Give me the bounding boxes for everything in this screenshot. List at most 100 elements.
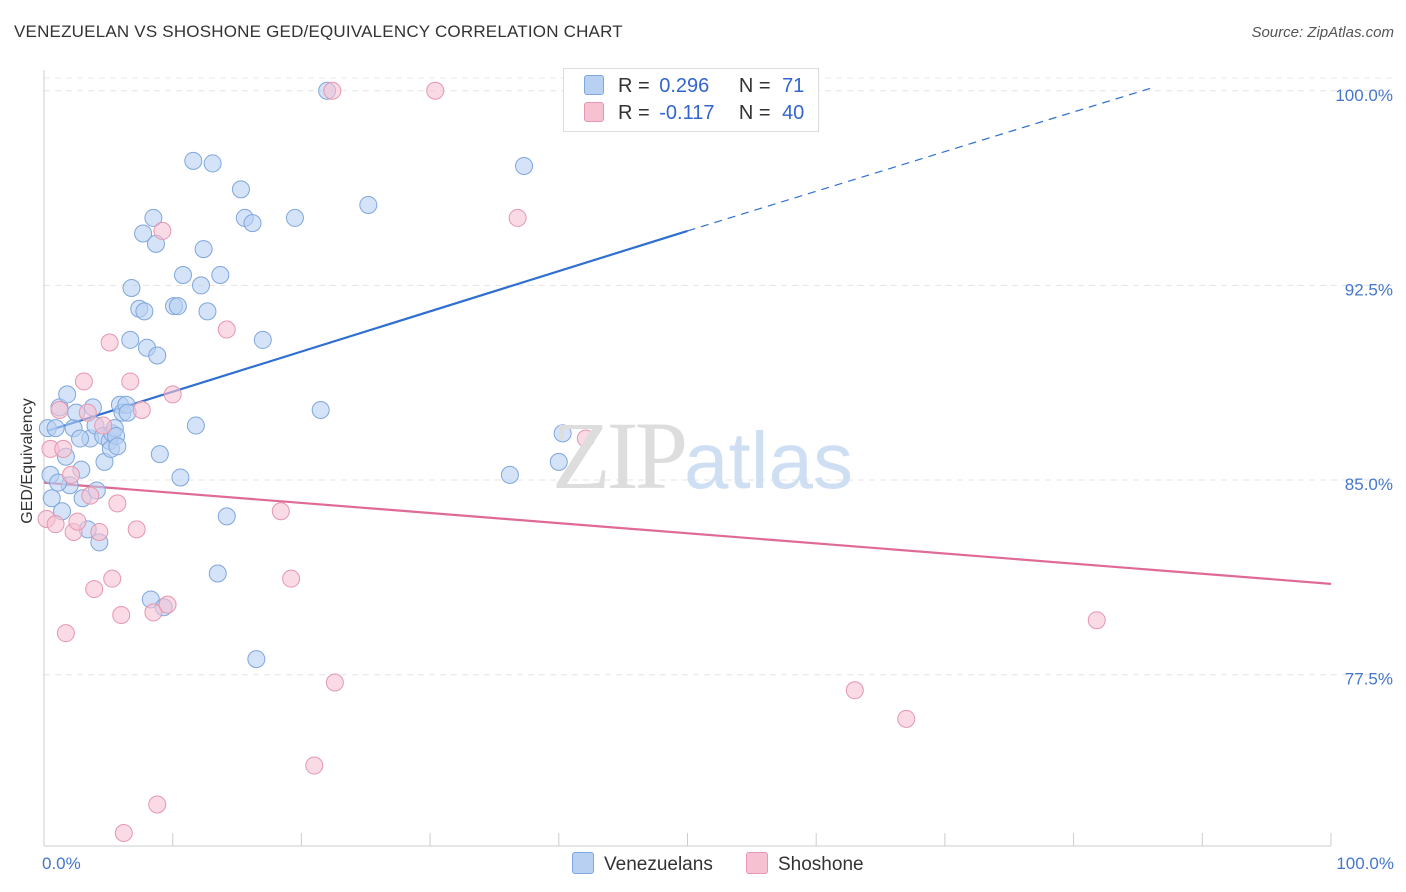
venezuelan-point [168, 297, 187, 316]
source-credit: Source: ZipAtlas.com [1251, 24, 1394, 41]
shoshone-point [325, 673, 344, 692]
shoshone-point [153, 221, 172, 240]
x-tick-label-min: 0.0% [42, 854, 81, 873]
shoshone-point [81, 486, 100, 505]
venezuelan-point [553, 424, 572, 443]
venezuelan-point [184, 151, 203, 170]
bottom-legend-swatch-venezuelans [572, 852, 594, 874]
venezuelan-point [359, 195, 378, 214]
venezuelan-point [198, 302, 217, 321]
shoshone-point [56, 624, 75, 643]
venezuelan-trend-extension [687, 87, 1151, 232]
legend-swatch-venezuelans [584, 75, 604, 95]
shoshone-point [46, 515, 65, 534]
legend-r-value-shoshone: -0.117 [659, 102, 715, 124]
legend-row-shoshone: R = -0.117 N = 40 [584, 102, 804, 126]
venezuelan-point [549, 452, 568, 471]
legend-n-label: N = [738, 75, 771, 97]
venezuelan-point [500, 465, 519, 484]
shoshone-point [62, 465, 81, 484]
venezuelan-point [122, 279, 141, 298]
venezuelan-point [108, 437, 127, 456]
venezuelan-point [311, 400, 330, 419]
shoshone-point [132, 400, 151, 419]
shoshone-point [100, 333, 119, 352]
shoshone-point [68, 512, 87, 531]
venezuelan-point [217, 507, 236, 526]
bottom-legend-label-shoshone: Shoshone [778, 854, 864, 875]
venezuelan-point [253, 330, 272, 349]
tick-labels: 100.0% 92.5% 85.0% 77.5% 0.0% 100.0% [42, 86, 1394, 873]
watermark-atlas: atlas [684, 416, 853, 505]
venezuelan-point [42, 489, 61, 508]
shoshone-point [217, 320, 236, 339]
venezuelan-point [285, 208, 304, 227]
gridlines [44, 77, 1392, 676]
shoshone-point [282, 569, 301, 588]
shoshone-point [85, 580, 104, 599]
venezuelan-point [144, 208, 163, 227]
shoshone-point [845, 681, 864, 700]
venezuelan-point [231, 180, 250, 199]
y-axis-title: GED/Equivalency [19, 398, 36, 523]
legend-r-label: R = [618, 75, 650, 97]
venezuelan-point [211, 266, 230, 285]
y-tick-label: 92.5% [1345, 280, 1393, 299]
venezuelan-point [148, 346, 167, 365]
venezuelan-point [171, 468, 190, 487]
y-tick-label: 100.0% [1335, 86, 1393, 105]
shoshone-point [508, 208, 527, 227]
data-points [37, 81, 1106, 843]
shoshone-point [144, 603, 163, 622]
y-tick-label: 77.5% [1345, 670, 1393, 689]
shoshone-point [426, 81, 445, 100]
venezuelan-point [208, 564, 227, 583]
shoshone-point [74, 372, 93, 391]
venezuelan-point [247, 650, 266, 669]
shoshone-point [148, 795, 167, 814]
shoshone-point [271, 502, 290, 521]
legend-r-value-venezuelans: 0.296 [659, 75, 710, 97]
chart-title: VENEZUELAN VS SHOSHONE GED/EQUIVALENCY C… [14, 22, 623, 41]
shoshone-point [323, 81, 342, 100]
shoshone-point [897, 709, 916, 728]
shoshone-point [108, 494, 127, 513]
legend-n-value-venezuelans: 71 [782, 75, 805, 97]
shoshone-point [50, 400, 69, 419]
shoshone-point [127, 520, 146, 539]
legend-swatch-shoshone [584, 102, 604, 122]
shoshone-point [121, 372, 140, 391]
legend-r-label: R = [618, 102, 650, 124]
y-tick-label: 85.0% [1345, 475, 1393, 494]
venezuelan-point [203, 154, 222, 173]
legend-n-label: N = [738, 102, 771, 124]
shoshone-trend-line [43, 481, 1332, 585]
bottom-legend-label-venezuelans: Venezuelans [604, 854, 713, 875]
trend-lines [43, 87, 1332, 585]
shoshone-point [94, 416, 113, 435]
correlation-legend: R = 0.296 N = 71 R = -0.117 N = 40 [563, 68, 819, 132]
legend-row-venezuelans: R = 0.296 N = 71 [584, 75, 804, 99]
venezuelan-point [150, 445, 169, 464]
venezuelan-point [58, 385, 77, 404]
venezuelan-point [243, 214, 262, 233]
shoshone-point [78, 403, 97, 422]
bottom-legend-venezuelans: Venezuelans [572, 852, 713, 876]
shoshone-point [103, 569, 122, 588]
venezuelan-point [194, 240, 213, 259]
venezuelan-point [135, 302, 154, 321]
shoshone-point [1087, 611, 1106, 630]
axes [43, 70, 1332, 847]
bottom-legend-swatch-shoshone [746, 852, 768, 874]
watermark: ZIPatlas [552, 400, 853, 511]
shoshone-point [305, 756, 324, 775]
venezuelan-point [46, 419, 65, 438]
shoshone-point [576, 429, 595, 448]
shoshone-point [114, 824, 133, 843]
shoshone-point [54, 439, 73, 458]
x-tick-label-max: 100.0% [1336, 854, 1394, 873]
shoshone-point [112, 606, 131, 625]
watermark-zip: ZIP [552, 402, 688, 509]
venezuelan-point [515, 157, 534, 176]
